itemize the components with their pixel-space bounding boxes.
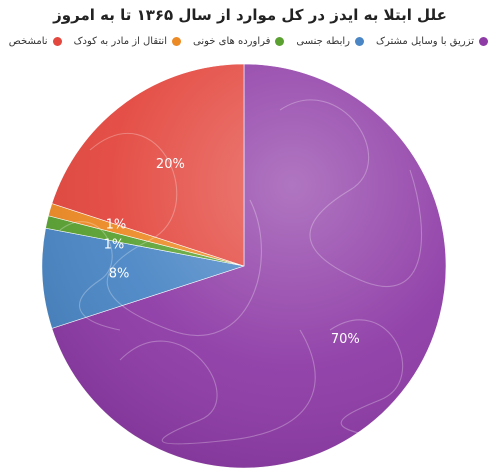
swirl-line bbox=[119, 329, 316, 445]
legend-label-mother-to-child: انتقال از مادر به کودک bbox=[73, 36, 167, 47]
swirl-line bbox=[89, 133, 262, 337]
data-label-unknown: 20% bbox=[156, 157, 185, 172]
legend-swatch-injection bbox=[479, 37, 488, 46]
pie-data-labels: 70% 8% 1% 1% 20% bbox=[104, 157, 360, 347]
legend-label-injection: تزریق با وسایل مشترک bbox=[376, 36, 474, 47]
data-label-blood-products: 1% bbox=[104, 237, 125, 252]
legend-swatch-mother-to-child bbox=[172, 37, 181, 46]
swirl-line bbox=[329, 319, 404, 441]
legend-item-blood-products[interactable]: فراورده های خونی bbox=[193, 36, 285, 47]
legend-item-unknown[interactable]: نامشخص bbox=[9, 36, 62, 47]
pie-slices bbox=[41, 63, 447, 469]
data-label-injection: 70% bbox=[331, 332, 360, 347]
legend-label-sexual: رابطه جنسی bbox=[296, 36, 350, 47]
legend-swatch-unknown bbox=[52, 37, 62, 46]
legend-item-mother-to-child[interactable]: انتقال از مادر به کودک bbox=[74, 36, 181, 47]
chart-legend: تزریق با وسایل مشترک رابطه جنسی فراورده … bbox=[9, 36, 488, 47]
legend-swatch-blood-products bbox=[275, 37, 285, 46]
legend-item-injection[interactable]: تزریق با وسایل مشترک bbox=[376, 36, 488, 47]
decorative-swirls bbox=[59, 99, 423, 445]
swirl-line bbox=[279, 99, 423, 287]
legend-swatch-sexual bbox=[355, 37, 364, 46]
legend-item-sexual[interactable]: رابطه جنسی bbox=[296, 36, 364, 47]
data-label-mother-to-child: 1% bbox=[106, 217, 127, 232]
legend-label-unknown: نامشخص bbox=[8, 36, 48, 47]
legend-label-blood-products: فراورده های خونی bbox=[193, 36, 271, 47]
swirl-line bbox=[59, 221, 121, 331]
chart-title: علل ابتلا به ایدز در کل موارد از سال ۱۳۶… bbox=[53, 6, 447, 24]
data-label-sexual: 8% bbox=[109, 266, 130, 281]
